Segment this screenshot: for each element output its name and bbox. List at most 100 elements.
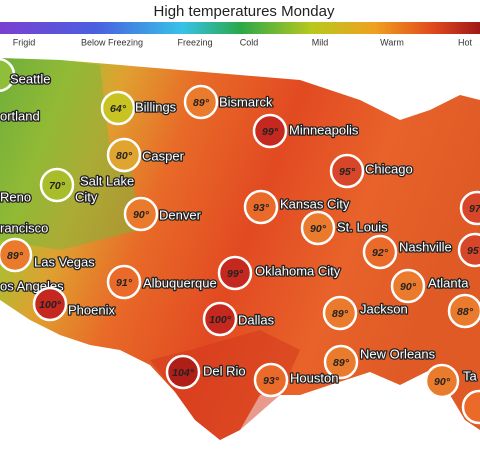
city (461, 389, 480, 425)
city-name: City (75, 189, 98, 204)
city-name: Kansas City (280, 196, 350, 211)
city: 97° (459, 190, 480, 226)
temperature: 90° (434, 376, 451, 388)
city: 99° Oklahoma City (217, 255, 342, 291)
city: 100° Phoenix (32, 286, 117, 322)
temp-marker (0, 237, 33, 273)
city-name: Dallas (238, 312, 275, 327)
legend-label: Mild (312, 37, 329, 47)
city: 90° Ta (424, 363, 479, 399)
temp-marker (253, 362, 289, 398)
temperature: 93° (263, 375, 280, 387)
legend-label: Hot (458, 37, 473, 47)
city-name: Jackson (360, 301, 408, 316)
temperature: 89° (193, 97, 210, 109)
temperature: 91° (116, 277, 133, 289)
temperature: 90° (400, 281, 417, 293)
city-name: Ta (463, 368, 478, 383)
legend-label: Freezing (177, 37, 212, 47)
temperature: 88° (457, 306, 474, 318)
temperature: 104° (172, 367, 195, 379)
city: 90° St. Louis (300, 210, 389, 246)
city: 91° Albuquerque (106, 264, 218, 300)
city-name: Del Rio (203, 363, 246, 378)
legend-label: Below Freezing (81, 37, 143, 47)
temp-marker (217, 255, 253, 291)
temp-marker (202, 301, 238, 337)
temp-marker (323, 344, 359, 380)
city-name: New Orleans (360, 346, 436, 361)
legend: Frigid Below Freezing Freezing Cold Mild Warm… (13, 37, 473, 47)
city: rancisco (0, 219, 50, 237)
city-name: Denver (159, 207, 202, 222)
temp-marker (183, 84, 219, 120)
city-name: Las Vegas (34, 254, 95, 269)
city-name: Nashville (399, 239, 452, 254)
temperature: 100° (209, 314, 232, 326)
city: 93° Houston (253, 362, 340, 398)
city: Seattle (0, 57, 52, 93)
temp-marker (106, 264, 142, 300)
temp-marker (362, 234, 398, 270)
temperature: 90° (133, 209, 150, 221)
city-name: rancisco (0, 220, 48, 235)
city: 93° Kansas City (243, 189, 351, 225)
legend-scale (0, 22, 480, 34)
city-name: Atlanta (428, 275, 469, 290)
temp-marker (252, 113, 288, 149)
city: 64° Billings (100, 90, 178, 126)
city: 95° (457, 232, 480, 268)
city-name: Albuquerque (143, 275, 217, 290)
temperature: 70° (49, 180, 66, 192)
city-name: Phoenix (68, 302, 115, 317)
city-name: Billings (135, 99, 177, 114)
city: 100° Dallas (202, 301, 276, 337)
temp-marker (447, 293, 480, 329)
city-name: Reno (0, 189, 31, 204)
temperature: 90° (310, 223, 327, 235)
city-name: ortland (0, 108, 40, 123)
title: High temperatures Monday (154, 3, 335, 20)
temp-marker (461, 389, 480, 425)
city-name: Casper (142, 148, 185, 163)
legend-label: Cold (240, 37, 259, 47)
city-name: Chicago (365, 161, 413, 176)
temp-marker (243, 189, 279, 225)
temp-marker (32, 286, 68, 322)
temp-marker (165, 354, 201, 390)
city-name: Houston (290, 370, 338, 385)
temp-marker (0, 57, 16, 93)
temperature: 100° (39, 299, 62, 311)
city: 90° Atlanta (390, 268, 471, 304)
temperature: 95° (339, 166, 356, 178)
cool-region (0, 58, 140, 250)
city: 90° Denver (123, 196, 203, 232)
city-name: Minneapolis (289, 122, 359, 137)
temperature: 93° (253, 202, 270, 214)
city: 95° Chicago (329, 153, 414, 189)
city: 99° Minneapolis (252, 113, 360, 149)
temp-marker (300, 210, 336, 246)
temp-marker (457, 232, 480, 268)
temp-marker (390, 268, 426, 304)
temp-marker (459, 190, 480, 226)
city: 104° Del Rio (165, 354, 247, 390)
city-name: Seattle (10, 71, 50, 86)
city: Reno (0, 188, 32, 206)
city: 89° Jackson (322, 295, 409, 331)
temperature: 89° (7, 250, 24, 262)
temp-marker (424, 363, 460, 399)
temp-marker (100, 90, 136, 126)
temperature: 64° (110, 103, 127, 115)
temperature: 97° (469, 203, 480, 215)
city-name: Oklahoma City (255, 263, 341, 278)
temp-marker (123, 196, 159, 232)
city: 92° Nashville (362, 234, 453, 270)
legend-label: Frigid (13, 37, 36, 47)
city-name: Salt Lake (80, 173, 134, 188)
city: 88° (447, 293, 480, 329)
temperature: 92° (372, 247, 389, 259)
